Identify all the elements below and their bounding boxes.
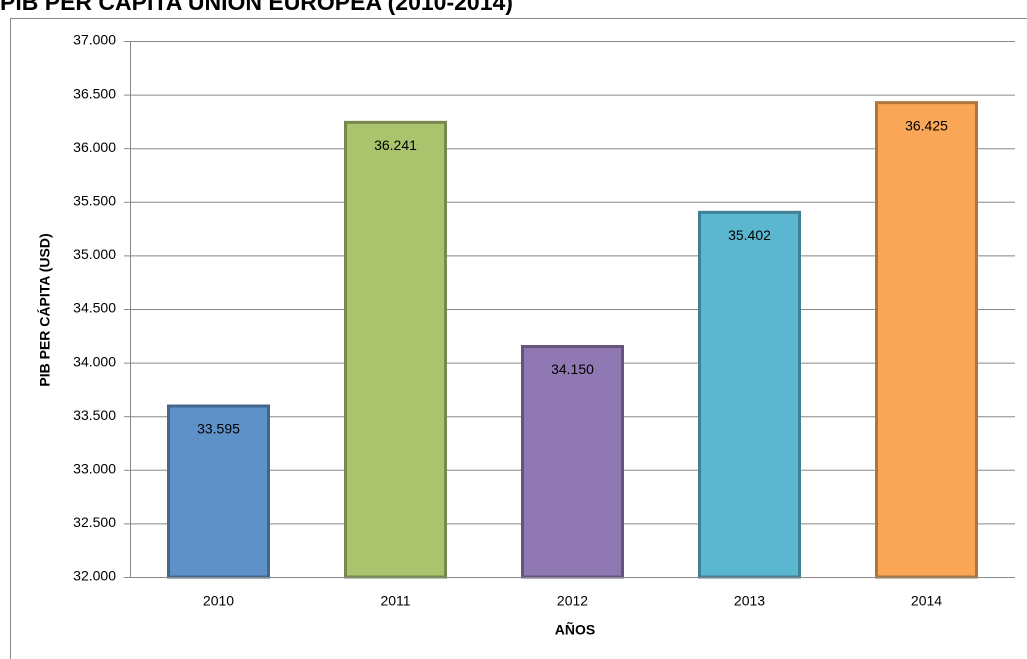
y-tick-label: 33.500	[73, 407, 116, 423]
bar	[167, 404, 270, 579]
y-tick-label: 37.000	[73, 32, 116, 48]
bar	[521, 345, 624, 579]
y-tick-label: 36.000	[73, 139, 116, 155]
y-tick-label: 35.000	[73, 246, 116, 262]
y-tick-label: 32.500	[73, 514, 116, 530]
y-tick-label: 33.000	[73, 461, 116, 477]
y-tick-label: 36.500	[73, 85, 116, 101]
y-axis-label: PIB PER CÁPITA (USD)	[37, 233, 53, 386]
x-tick-label: 2010	[203, 593, 234, 609]
x-tick-label: 2013	[734, 593, 765, 609]
data-label: 36.241	[374, 137, 417, 153]
data-label: 34.150	[551, 361, 594, 377]
data-label: 33.595	[197, 421, 240, 437]
chart-title: PIB PER CÁPITA UNIÓN EUROPEA (2010-2014)	[0, 0, 513, 15]
x-axis-label: AÑOS	[555, 621, 595, 638]
data-label: 36.425	[905, 117, 948, 133]
bar	[698, 210, 801, 579]
bar	[344, 120, 447, 579]
y-tick-label: 35.500	[73, 193, 116, 209]
y-tick-label: 34.500	[73, 300, 116, 316]
x-tick-label: 2011	[380, 593, 410, 609]
y-tick-label: 34.000	[73, 353, 116, 369]
x-tick-label: 2012	[557, 593, 588, 609]
data-label: 35.402	[728, 227, 771, 243]
y-tick-label: 32.000	[73, 568, 116, 584]
x-tick-label: 2014	[911, 593, 942, 609]
chart-frame	[10, 18, 1027, 659]
bar	[875, 101, 978, 579]
